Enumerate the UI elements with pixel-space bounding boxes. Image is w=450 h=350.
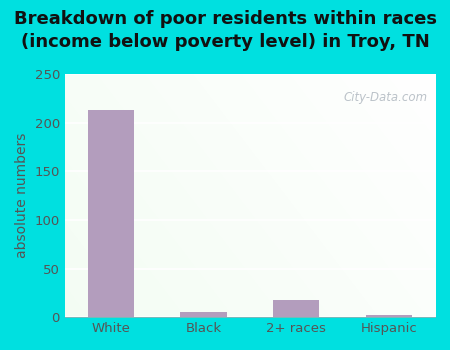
Bar: [88, 110, 134, 317]
Text: Breakdown of poor residents within races
(income below poverty level) in Troy, T: Breakdown of poor residents within races…: [14, 10, 436, 51]
Bar: [180, 312, 227, 317]
Text: City-Data.com: City-Data.com: [343, 91, 428, 104]
Y-axis label: absolute numbers: absolute numbers: [15, 133, 29, 258]
Bar: [365, 315, 412, 317]
Bar: [273, 300, 320, 317]
